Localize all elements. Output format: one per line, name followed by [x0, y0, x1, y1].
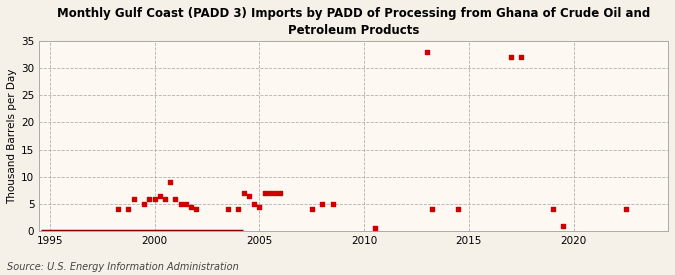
- Point: [265, 191, 275, 195]
- Point: [317, 202, 327, 206]
- Point: [547, 207, 558, 212]
- Title: Monthly Gulf Coast (PADD 3) Imports by PADD of Processing from Ghana of Crude Oi: Monthly Gulf Coast (PADD 3) Imports by P…: [57, 7, 650, 37]
- Point: [191, 207, 202, 212]
- Point: [275, 191, 286, 195]
- Point: [149, 196, 160, 201]
- Point: [165, 180, 176, 185]
- Point: [233, 207, 244, 212]
- Point: [170, 196, 181, 201]
- Point: [113, 207, 124, 212]
- Point: [427, 207, 437, 212]
- Y-axis label: Thousand Barrels per Day: Thousand Barrels per Day: [7, 68, 17, 204]
- Point: [186, 205, 196, 209]
- Point: [248, 202, 259, 206]
- Point: [138, 202, 149, 206]
- Point: [306, 207, 317, 212]
- Point: [269, 191, 280, 195]
- Point: [621, 207, 632, 212]
- Point: [159, 196, 170, 201]
- Point: [516, 55, 526, 59]
- Point: [155, 194, 165, 198]
- Point: [369, 226, 380, 231]
- Point: [422, 50, 433, 54]
- Point: [144, 196, 155, 201]
- Point: [180, 202, 191, 206]
- Point: [327, 202, 338, 206]
- Point: [453, 207, 464, 212]
- Point: [238, 191, 249, 195]
- Point: [128, 196, 139, 201]
- Point: [176, 202, 186, 206]
- Point: [254, 205, 265, 209]
- Point: [506, 55, 516, 59]
- Point: [223, 207, 234, 212]
- Point: [244, 194, 254, 198]
- Point: [123, 207, 134, 212]
- Point: [558, 224, 568, 228]
- Text: Source: U.S. Energy Information Administration: Source: U.S. Energy Information Administ…: [7, 262, 238, 272]
- Point: [259, 191, 270, 195]
